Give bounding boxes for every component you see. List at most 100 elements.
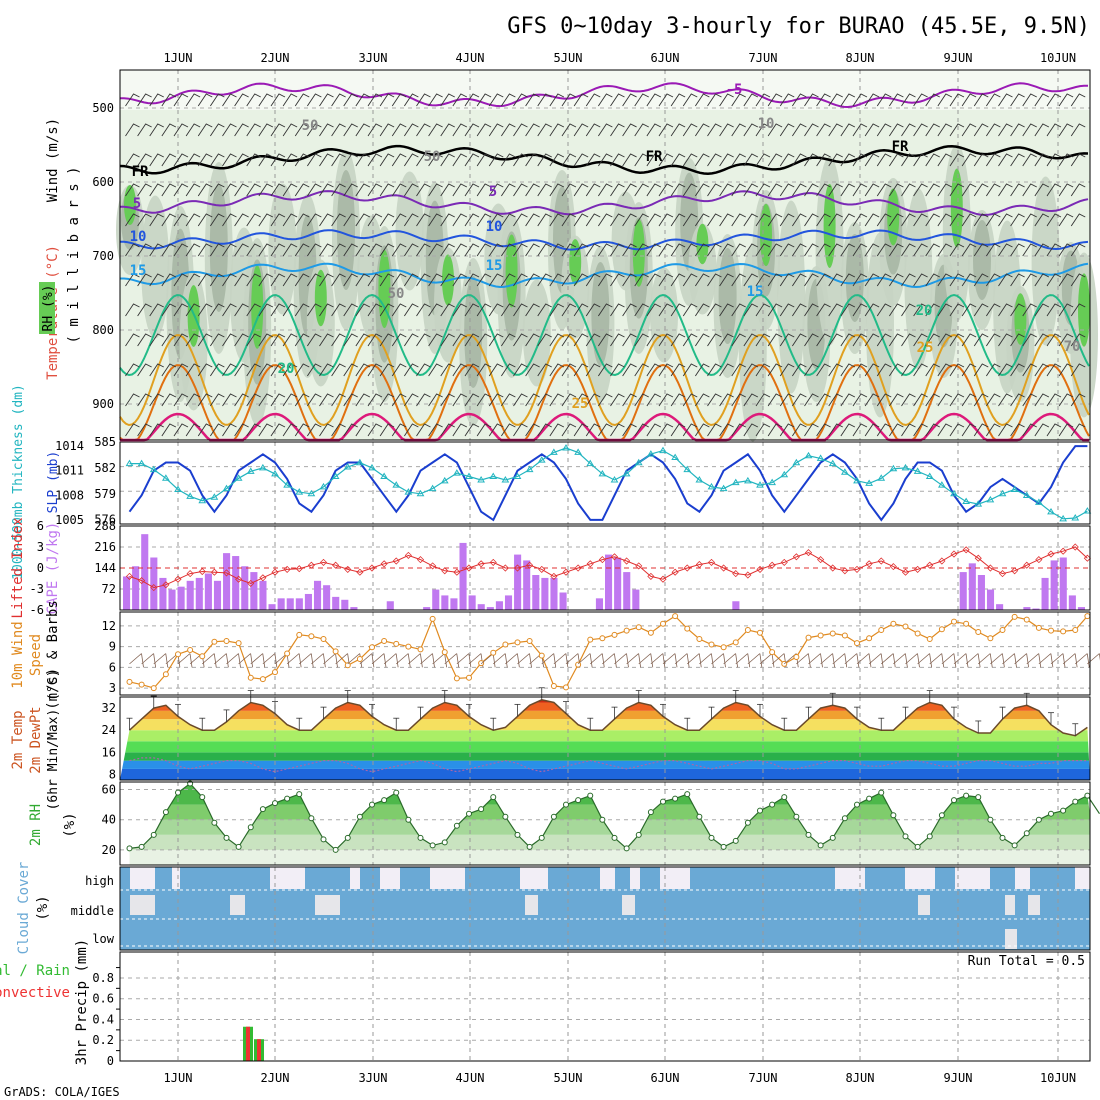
wind-barb <box>670 93 686 107</box>
wind-barb <box>488 183 504 197</box>
wind-barb <box>901 363 916 377</box>
li-tick-label: 6 <box>37 519 44 533</box>
wind-speed-marker <box>999 626 1006 633</box>
panel-frame <box>119 951 1091 1062</box>
surface-wind-barb <box>832 653 848 668</box>
wind-barb <box>816 213 831 227</box>
rh-marker <box>963 792 970 799</box>
wind-barb <box>1022 363 1037 377</box>
lifted-index-marker <box>865 560 873 568</box>
wind-barb <box>767 213 783 227</box>
wind-barb <box>161 363 177 377</box>
cape-bar <box>986 589 995 610</box>
wind-barb <box>282 243 298 257</box>
rh-marker <box>162 809 169 816</box>
wind-tick-label: 6 <box>109 660 116 674</box>
wind-barb <box>210 93 225 107</box>
temp-tick-label: 32 <box>102 701 116 715</box>
wind-barb <box>307 213 322 227</box>
wind-barb <box>889 213 904 227</box>
wind-barb <box>804 333 819 347</box>
rh2m-axis-label: 2m RH <box>28 804 44 846</box>
surface-wind-barb <box>226 653 241 668</box>
wind-barb <box>998 303 1013 317</box>
wind-barb <box>246 303 261 317</box>
rh-marker <box>296 791 303 798</box>
wind-barb <box>367 363 383 377</box>
wind-barb <box>913 303 928 317</box>
cape-bar <box>495 601 503 610</box>
wind-barb <box>391 123 407 137</box>
wind-barb <box>379 93 395 107</box>
wind-barb <box>343 303 358 317</box>
wind-barb <box>513 363 528 377</box>
wind-barb <box>779 333 795 347</box>
lifted-index-marker <box>465 564 473 572</box>
thickness-marker <box>731 478 740 486</box>
rh-shade-green <box>887 188 900 246</box>
wind-barb <box>404 243 419 257</box>
wind-barb <box>804 303 819 317</box>
wind-barb <box>828 153 843 167</box>
wind-barb <box>258 183 274 197</box>
wind-barb <box>222 303 237 317</box>
wind-speed-marker <box>708 641 715 648</box>
wind-barb <box>840 423 856 437</box>
wind-barb <box>222 183 237 197</box>
rh-marker <box>720 843 727 850</box>
wind-barb <box>488 153 504 167</box>
surface-wind-barb <box>674 653 690 668</box>
wind-barb <box>125 393 140 407</box>
wind-barb <box>319 93 334 107</box>
wind-barb <box>901 333 916 347</box>
wind-barb <box>961 303 977 317</box>
wind-barb <box>707 363 722 377</box>
wind-barb <box>901 243 916 257</box>
wind-barb <box>585 363 601 377</box>
wind-barb <box>222 243 237 257</box>
thickness-marker <box>1010 485 1019 492</box>
wind-barb <box>573 93 589 107</box>
wind-barb <box>901 183 916 197</box>
wind-barb <box>173 243 189 257</box>
wind-barb <box>695 93 710 107</box>
cloud-clear-high <box>380 867 400 889</box>
bottom-date-label: 2JUN <box>261 1071 290 1085</box>
thickness-marker <box>513 472 522 480</box>
wind-barb <box>319 303 334 317</box>
wind-barb <box>319 393 334 407</box>
wind-barb <box>1034 183 1050 197</box>
wind-barb <box>610 393 625 407</box>
wind-barb <box>852 153 868 167</box>
upper-wind-barbs <box>125 93 1086 437</box>
wind-barb <box>961 123 977 137</box>
wind-barb <box>961 153 977 167</box>
wind-barb <box>404 123 419 137</box>
wind-barb <box>476 363 492 377</box>
wind-barb <box>670 243 686 257</box>
wind-barb <box>488 93 504 107</box>
wind-speed-marker <box>332 648 339 655</box>
wind-barb <box>561 363 577 377</box>
wind-barb <box>622 123 637 137</box>
lifted-index-marker <box>441 567 449 575</box>
wind-barb <box>743 123 759 137</box>
wind-barb <box>876 363 892 377</box>
wind-barb <box>707 423 722 437</box>
wind-barb <box>852 243 868 257</box>
surface-wind-barb <box>868 653 884 668</box>
wind-barb <box>234 363 249 377</box>
cape-bar <box>341 599 349 610</box>
wind-barb <box>949 273 965 287</box>
cape-bar <box>123 576 131 610</box>
wind-barb <box>561 183 577 197</box>
wind-barb <box>937 333 953 347</box>
wind-barb <box>222 363 237 377</box>
lifted-index-marker <box>695 560 703 569</box>
wind-barb <box>986 123 1001 137</box>
wind-barb <box>901 393 916 407</box>
wind-speed-marker <box>635 624 642 631</box>
precip-total-label: Total / Rain <box>0 963 70 979</box>
wind-barb <box>185 393 201 407</box>
wind-barb <box>210 333 225 347</box>
